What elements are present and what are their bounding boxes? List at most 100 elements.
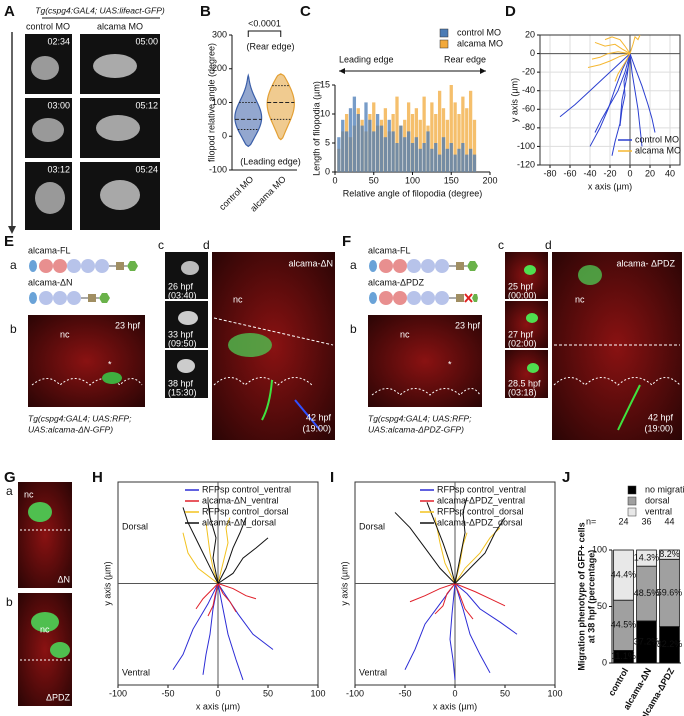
trajectory — [454, 527, 501, 584]
trajectory — [182, 507, 219, 584]
bar — [352, 96, 357, 172]
bar — [348, 108, 353, 172]
trajectory — [172, 583, 219, 671]
label: a — [6, 484, 13, 498]
trajectory — [619, 53, 631, 127]
trajectory — [587, 53, 631, 68]
bar — [410, 143, 415, 172]
bar — [465, 108, 469, 172]
label: d — [545, 238, 552, 252]
chart: -100 -50 0 50 100 x axis (µm) y axis (µm) Dorsa… — [339, 481, 563, 711]
label: (15:30) — [168, 387, 197, 397]
label: 38 hpf — [168, 378, 194, 388]
annotation: Dorsal — [122, 521, 148, 531]
label: b — [350, 322, 357, 336]
trajectory — [217, 517, 247, 584]
label: 42 hpf — [648, 412, 674, 422]
x-tick-label: 200 — [482, 175, 497, 185]
y-tick-label: 10 — [320, 108, 330, 118]
bar — [422, 96, 426, 172]
domain-schematic — [369, 291, 478, 305]
trajectory — [404, 583, 456, 670]
bar — [468, 90, 473, 172]
trajectory — [611, 53, 631, 156]
bar — [465, 154, 469, 172]
label: d — [203, 238, 210, 252]
y-tick-label: -40 — [522, 85, 535, 95]
trajectory — [182, 532, 219, 584]
label: (19:00) — [644, 423, 673, 433]
bar — [457, 114, 461, 172]
legend-swatch — [627, 507, 637, 517]
trajectory — [217, 583, 244, 681]
trajectory — [454, 583, 506, 607]
bar — [468, 148, 473, 172]
y-tick-label: 0 — [222, 131, 227, 141]
panel-f-images — [368, 252, 682, 440]
trajectory — [205, 522, 219, 584]
y-axis-label: filopod relative angle (degree) — [206, 43, 216, 162]
label: 05:24 — [135, 164, 158, 174]
bar — [437, 90, 442, 172]
label: Tg(cspg4:GAL4; UAS:RFP; — [368, 413, 472, 423]
bar — [337, 137, 341, 172]
label: 42 hpf — [306, 412, 332, 422]
label: 03:00 — [47, 100, 70, 110]
label: nc — [60, 329, 70, 339]
trajectory — [217, 537, 269, 584]
legend-swatch — [439, 39, 449, 49]
label: Tg(cspg4:GAL4; UAS:RFP; — [28, 413, 132, 423]
bar — [383, 137, 388, 172]
y-tick-label: -100 — [209, 164, 227, 174]
trajectory — [394, 512, 456, 584]
value-label: 48.5% — [634, 588, 660, 598]
bar — [414, 137, 419, 172]
legend-label: no migration — [645, 484, 684, 494]
trajectory — [454, 583, 518, 635]
x-tick-label: -100 — [109, 688, 127, 698]
trajectory — [594, 53, 631, 133]
x-tick-label: 50 — [500, 688, 510, 698]
bar — [395, 143, 399, 172]
n-label: n= — [586, 516, 596, 526]
n-value: 44 — [664, 516, 674, 526]
label: nc — [400, 329, 410, 339]
label: b — [10, 322, 17, 336]
value-label: 59.6% — [657, 587, 683, 597]
trajectory — [594, 41, 631, 55]
x-tick-label: 20 — [645, 168, 655, 178]
y-tick-label: 100 — [592, 544, 607, 554]
x-tick-label: 0 — [215, 688, 220, 698]
label: nc — [575, 294, 585, 304]
y-tick-label: 300 — [212, 29, 227, 39]
label: 33 hpf — [168, 329, 194, 339]
label: alcama MO — [97, 21, 143, 31]
y-axis-label: at 38 hpf (percentage) — [586, 550, 596, 644]
label: nc — [24, 489, 34, 499]
label: control MO — [26, 21, 70, 31]
label: alcama-ΔN — [288, 258, 333, 268]
chart: 0 50 100 Migration phenotype of GFP+ cells a… — [576, 484, 684, 716]
trajectory — [454, 517, 506, 584]
y-tick-label: -100 — [517, 141, 535, 151]
label: H — [92, 469, 103, 486]
panel-g-images — [18, 482, 72, 706]
y-tick-label: 50 — [597, 601, 607, 611]
legend-label: control MO — [635, 134, 679, 144]
label: a — [350, 258, 357, 272]
label: 27 hpf — [508, 329, 534, 339]
n-value: 36 — [641, 516, 651, 526]
label: nc — [40, 624, 50, 634]
label: I — [330, 469, 334, 486]
label: 05:12 — [135, 100, 158, 110]
trajectory — [629, 34, 641, 54]
bar — [372, 131, 376, 172]
legend-label: control MO — [457, 27, 501, 37]
y-tick-label: 0 — [325, 166, 330, 176]
x-tick-label: 50 — [263, 688, 273, 698]
trajectory — [207, 583, 219, 617]
x-tick-label: control — [606, 666, 630, 697]
trajectory — [195, 583, 219, 610]
bar — [461, 96, 465, 172]
